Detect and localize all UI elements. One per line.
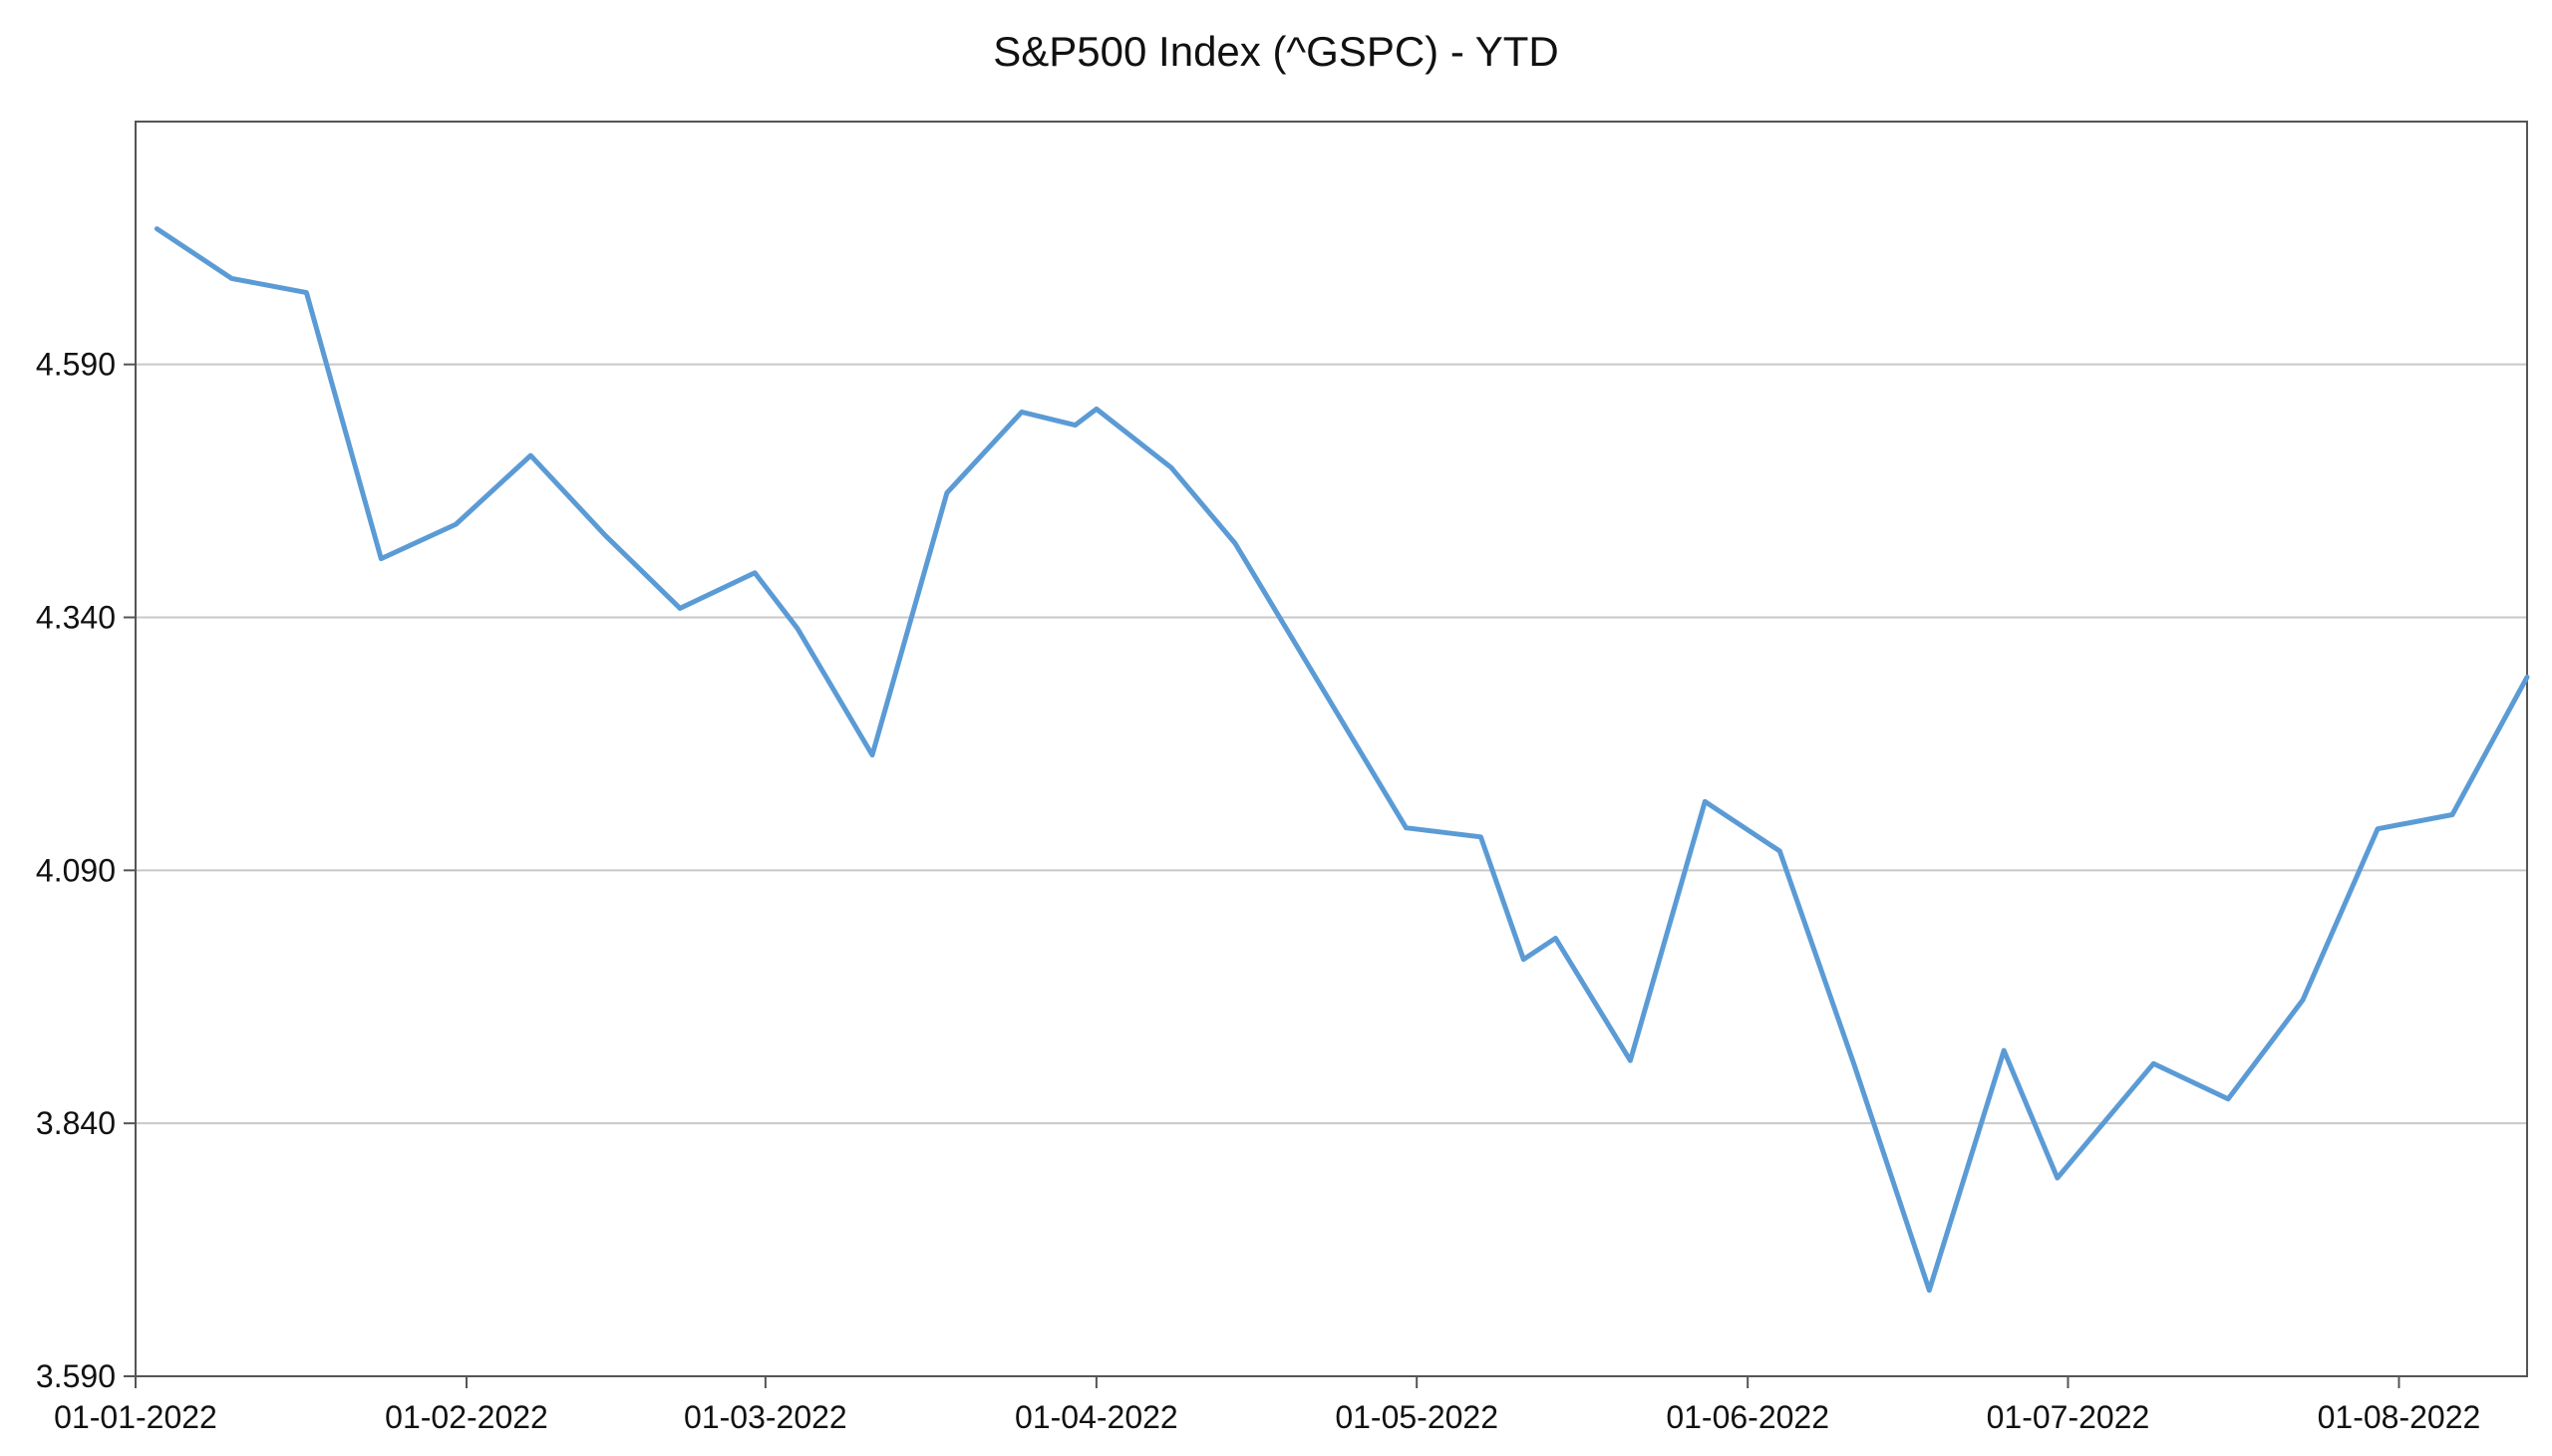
- x-tick-label: 01-01-2022: [54, 1399, 217, 1435]
- y-tick-label: 3.590: [36, 1358, 116, 1394]
- x-tick-label: 01-03-2022: [684, 1399, 847, 1435]
- x-tick-label: 01-06-2022: [1666, 1399, 1829, 1435]
- x-tick-label: 01-02-2022: [385, 1399, 548, 1435]
- y-tick-label: 4.340: [36, 600, 116, 636]
- x-tick-label: 01-05-2022: [1335, 1399, 1498, 1435]
- y-tick-label: 4.090: [36, 852, 116, 888]
- gridlines: [136, 363, 2527, 1125]
- x-tick-label: 01-07-2022: [1987, 1399, 2150, 1435]
- tick-labels: 3.590 3.840 4.090 4.340 4.590 01-01-2022 01-02…: [36, 347, 2480, 1435]
- y-tick-label: 3.840: [36, 1105, 116, 1141]
- y-tick-label: 4.590: [36, 347, 116, 383]
- plot-border: [135, 121, 2528, 1377]
- x-tick-label: 01-08-2022: [2318, 1399, 2481, 1435]
- series-layer: [154, 226, 2530, 1294]
- axes: [124, 121, 2528, 1388]
- x-tick-label: 01-04-2022: [1015, 1399, 1178, 1435]
- series-line: [154, 226, 2530, 1294]
- chart-title: S&P500 Index (^GSPC) - YTD: [993, 28, 1559, 75]
